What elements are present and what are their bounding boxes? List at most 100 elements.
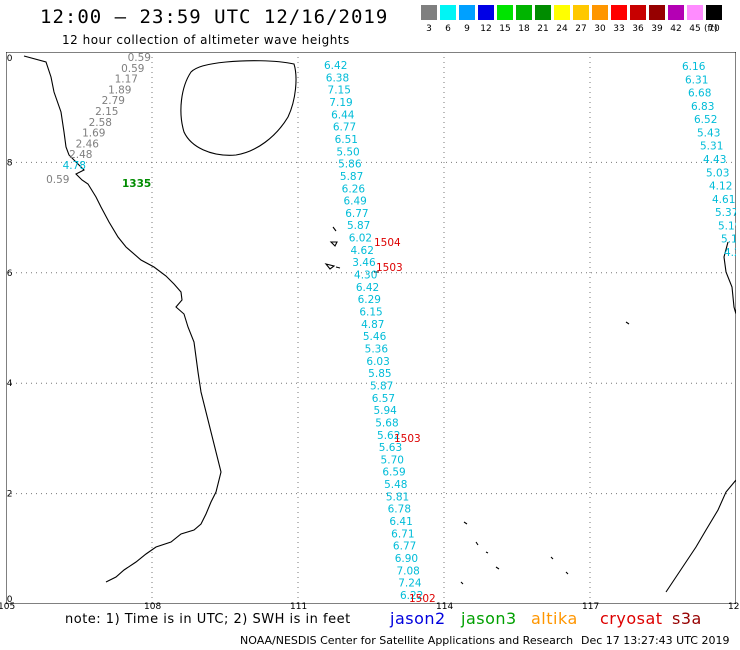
swh-value: 6.77	[393, 541, 416, 553]
swh-value: 7.08	[396, 565, 419, 577]
legend-swatch	[535, 5, 551, 20]
swh-value: 5.48	[384, 479, 407, 491]
swh-value: 4.78	[63, 160, 86, 172]
swh-value: 5.94	[373, 405, 397, 417]
swh-value: 5.70	[381, 454, 404, 466]
swh-value: 1.17	[115, 74, 138, 86]
swh-value: 5.37	[715, 207, 736, 219]
wave-height-map: 201816141210 0.590.591.171.892.792.152.5…	[6, 52, 736, 604]
swh-value: 4.2	[724, 247, 736, 259]
units-note: note: 1) Time is in UTC; 2) SWH is in fe…	[65, 612, 351, 627]
legend-label: 45	[689, 24, 701, 34]
swh-value: 5.87	[347, 220, 370, 232]
pass-time: 1503	[376, 262, 403, 274]
legend-swatch	[630, 5, 646, 20]
spratly-islands	[460, 321, 630, 585]
swh-value: 6.52	[694, 114, 717, 126]
legend-label: 36	[632, 24, 644, 34]
swh-value: 6.90	[395, 553, 418, 565]
lon-label: 117	[582, 602, 600, 612]
legend-swatch	[687, 5, 703, 20]
lon-label: 114	[436, 602, 454, 612]
lat-label: 10	[6, 595, 13, 604]
swh-value: 6.38	[326, 72, 349, 84]
legend-swatch	[592, 5, 608, 20]
legend-swatch	[459, 5, 475, 20]
swh-value: 6.42	[356, 282, 379, 294]
lat-label: 16	[6, 269, 13, 279]
swh-value: 2.46	[76, 138, 100, 150]
legend-swatch	[440, 5, 456, 20]
legend-swatch	[706, 5, 722, 20]
legend-swatch	[497, 5, 513, 20]
swh-value: 5.81	[386, 491, 409, 503]
swh-value: 6.42	[324, 60, 347, 72]
legend-swatch	[649, 5, 665, 20]
coastline	[23, 55, 736, 593]
chart-subtitle: 12 hour collection of altimeter wave hei…	[62, 33, 350, 47]
lat-label: 12	[6, 490, 12, 500]
swh-value: 4.87	[361, 319, 384, 331]
latitude-labels: 20 18 16 14 12 10	[6, 54, 13, 604]
swh-value: 2.79	[102, 95, 125, 107]
vietnam-coastline	[23, 55, 222, 583]
swh-value: 5.31	[700, 141, 723, 153]
swh-value: 6.71	[391, 528, 414, 540]
luzon-coastline	[723, 241, 736, 315]
swh-value: 6.68	[688, 88, 711, 100]
swh-value: 6.77	[345, 208, 368, 220]
swh-value: 6.26	[342, 183, 366, 195]
chart-title: 12:00 – 23:59 UTC 12/16/2019	[40, 6, 389, 28]
satellite-name: s3a	[672, 609, 702, 628]
swh-value: 5.87	[340, 171, 363, 183]
swh-value: 6.15	[359, 307, 382, 319]
satellite-name: altika	[531, 609, 578, 628]
legend-label: 27	[575, 24, 587, 34]
satellite-name: jason3	[461, 609, 517, 628]
swh-value: 3.46	[352, 257, 376, 269]
swh-value: 5.43	[697, 127, 720, 139]
swh-value: 6.02	[349, 233, 372, 245]
hainan-island	[180, 60, 297, 156]
swh-value: 6.51	[335, 134, 358, 146]
legend-swatch	[554, 5, 570, 20]
swh-value: 1.69	[82, 128, 105, 140]
swh-value: 5.87	[370, 380, 393, 392]
swh-value: 0.59	[46, 174, 69, 186]
swh-value: 5.14	[721, 234, 736, 246]
pass-time: 1504	[374, 237, 401, 249]
legend-label: 30	[594, 24, 606, 34]
swh-value: 4.61	[712, 194, 735, 206]
borneo-coastline	[665, 479, 736, 593]
legend-unit: (ft)	[704, 24, 718, 34]
lon-label: 111	[290, 602, 308, 612]
swh-value: 6.03	[366, 356, 389, 368]
swh-value: 4.43	[703, 154, 726, 166]
lat-label: 14	[6, 379, 13, 389]
satellite-name: cryosat	[600, 609, 663, 628]
swh-value: 5.03	[706, 167, 729, 179]
generation-timestamp: Dec 17 13:27:43 UTC 2019	[581, 634, 730, 647]
swh-value: 4.30	[354, 270, 377, 282]
lon-label: 120	[728, 602, 740, 612]
swh-value: 6.31	[685, 74, 708, 86]
swh-value: 7.15	[328, 85, 351, 97]
legend-swatch	[668, 5, 684, 20]
map-frame	[6, 52, 736, 604]
legend-swatch	[611, 5, 627, 20]
swh-value: 5.46	[363, 331, 387, 343]
legend-label: 70	[708, 24, 720, 34]
pass-time: 1503	[394, 433, 421, 445]
swh-value: 6.49	[343, 196, 366, 208]
swh-value: 0.59	[128, 52, 151, 64]
legend-label: 18	[518, 24, 530, 34]
swh-value: 2.58	[89, 117, 112, 129]
paracel-islands	[324, 226, 379, 273]
legend-label: 12	[480, 24, 492, 34]
swh-value: 6.22	[400, 590, 423, 602]
swh-value: 6.57	[372, 393, 395, 405]
swh-value: 7.19	[329, 97, 352, 109]
satellite-name: jason2	[390, 609, 446, 628]
swh-value: 7.24	[398, 578, 422, 590]
swh-value: 6.83	[691, 101, 714, 113]
